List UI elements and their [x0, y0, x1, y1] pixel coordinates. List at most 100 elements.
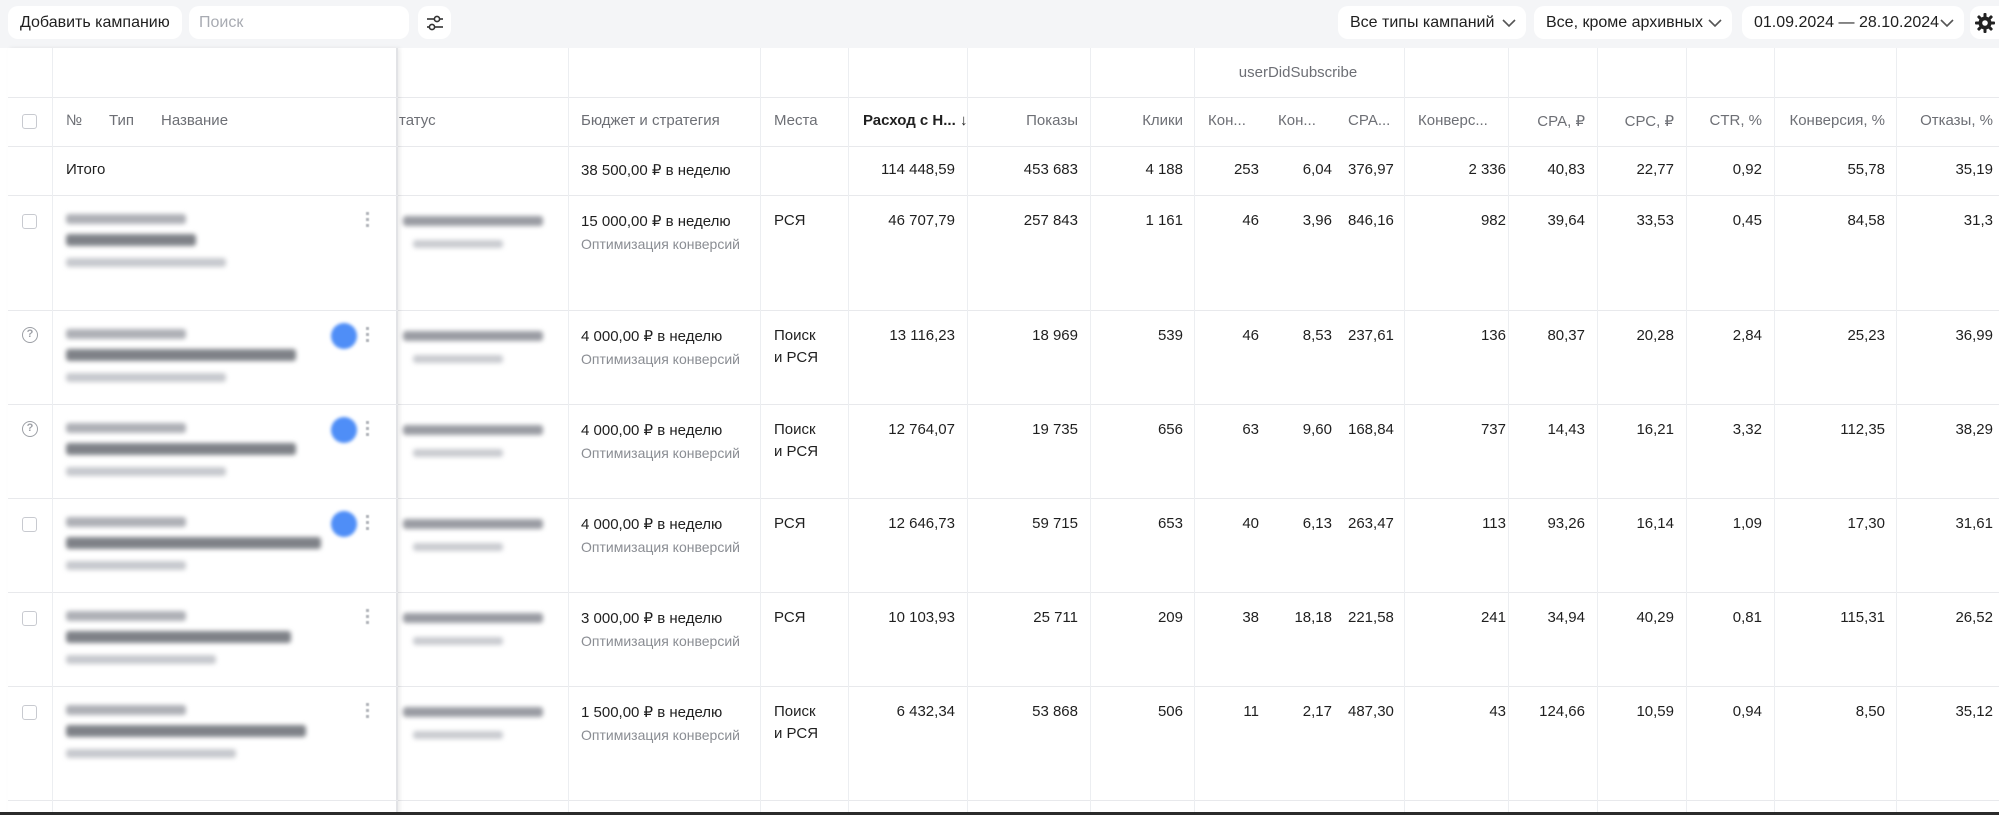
row-bounce: 35,12 [1955, 703, 1993, 720]
row-status-sub-blurred [413, 543, 503, 551]
row-checkbox[interactable] [22, 517, 37, 532]
question-icon[interactable]: ? [22, 327, 38, 343]
column-header-status[interactable]: татус [399, 112, 436, 129]
column-header-impressions[interactable]: Показы [1026, 112, 1078, 129]
date-range-select[interactable]: 01.09.2024 — 28.10.2024 [1742, 6, 1964, 39]
row-impressions: 18 969 [1032, 327, 1078, 344]
total-impressions: 453 683 [1023, 161, 1078, 178]
row-ctr: 3,32 [1732, 421, 1762, 438]
row-status-sub-blurred [413, 449, 503, 457]
row-conv2: 9,60 [1302, 421, 1332, 438]
question-icon[interactable]: ? [22, 421, 38, 437]
column-header-conversion-rate[interactable]: Конверсия, % [1789, 112, 1885, 129]
row-checkbox[interactable] [22, 611, 37, 626]
select-all-checkbox[interactable] [22, 114, 37, 129]
row-id-blurred [66, 329, 186, 339]
archive-filter-select[interactable]: Все, кроме архивных [1534, 6, 1732, 39]
row-status-sub-blurred [413, 731, 503, 739]
add-campaign-button[interactable]: Добавить кампанию [8, 6, 182, 39]
toolbar: Добавить кампанию Все типы кампаний Все,… [0, 0, 1999, 48]
row-cpa-goal: 487,30 [1348, 703, 1394, 720]
row-name-blurred[interactable] [66, 349, 296, 361]
campaign-type-label: Все типы кампаний [1350, 14, 1495, 31]
row-cpa-goal: 846,16 [1348, 212, 1394, 229]
row-bounce: 36,99 [1955, 327, 1993, 344]
column-header-conversions[interactable]: Кон... [1208, 112, 1246, 129]
column-header-bounce[interactable]: Отказы, % [1920, 112, 1993, 129]
search-input[interactable] [189, 6, 409, 39]
row-name-blurred[interactable] [66, 537, 321, 549]
column-header-conversion-rate-goal[interactable]: Кон... [1278, 112, 1316, 129]
row-ctr: 0,45 [1732, 212, 1762, 229]
row-cpa-goal: 221,58 [1348, 609, 1394, 626]
column-header-spend[interactable]: Расход с Н... ↓ [863, 112, 967, 129]
row-cpa-goal: 263,47 [1348, 515, 1394, 532]
column-header-number[interactable]: № [66, 112, 83, 129]
row-places: РСЯ [774, 515, 806, 532]
row-meta-blurred [66, 258, 226, 267]
row-id-blurred [66, 705, 186, 715]
row-bounce: 31,3 [1963, 212, 1993, 229]
row-cpa-goal: 237,61 [1348, 327, 1394, 344]
settings-button[interactable] [1970, 6, 1999, 39]
total-conv-rate: 55,78 [1847, 161, 1885, 178]
column-header-budget[interactable]: Бюджет и стратегия [581, 112, 720, 129]
row-places: Поиск [774, 327, 816, 344]
row-spend: 46 707,79 [888, 212, 955, 229]
campaigns-table: userDidSubscribe татус Бюджет и стратеги… [8, 48, 1999, 815]
row-conv1: 46 [1242, 327, 1259, 344]
row-strategy: Оптимизация конверсий [581, 633, 740, 649]
autotargeting-badge-icon [331, 323, 357, 349]
row-strategy: Оптимизация конверсий [581, 539, 740, 555]
row-menu-icon[interactable] [366, 609, 369, 627]
row-budget: 3 000,00 ₽ в неделю [581, 610, 723, 627]
row-menu-icon[interactable] [366, 212, 369, 230]
row-conv-goal: 982 [1480, 212, 1506, 229]
row-places: РСЯ [774, 212, 806, 229]
autotargeting-badge-icon [331, 417, 357, 443]
filter-button[interactable] [418, 6, 451, 39]
row-checkbox[interactable] [22, 705, 37, 720]
row-name-blurred[interactable] [66, 725, 306, 737]
column-header-cpa-goal[interactable]: СРА... [1348, 112, 1391, 129]
row-meta-blurred [66, 467, 226, 476]
row-name-blurred[interactable] [66, 443, 296, 455]
column-header-name[interactable]: Название [161, 112, 229, 129]
column-header-cpc[interactable]: СРС, ₽ [1624, 113, 1674, 130]
column-header-ctr[interactable]: CTR, % [1709, 112, 1763, 129]
row-menu-icon[interactable] [366, 703, 369, 721]
row-strategy: Оптимизация конверсий [581, 351, 740, 367]
row-bounce: 38,29 [1955, 421, 1993, 438]
row-status-blurred [403, 707, 543, 717]
row-menu-icon[interactable] [366, 421, 369, 439]
column-header-clicks[interactable]: Клики [1142, 112, 1183, 129]
total-clicks: 4 188 [1145, 161, 1183, 178]
column-header-type[interactable]: Тип [109, 112, 135, 129]
row-checkbox[interactable] [22, 214, 37, 229]
column-header-places[interactable]: Места [774, 112, 818, 129]
row-budget: 15 000,00 ₽ в неделю [581, 213, 731, 230]
row-conv-goal: 136 [1480, 327, 1506, 344]
row-menu-icon[interactable] [366, 515, 369, 533]
row-cpa: 80,37 [1547, 327, 1585, 344]
row-id-blurred [66, 611, 186, 621]
row-menu-icon[interactable] [366, 327, 369, 345]
autotargeting-badge-icon [331, 511, 357, 537]
row-name-blurred[interactable] [66, 631, 291, 643]
campaign-type-select[interactable]: Все типы кампаний [1338, 6, 1526, 39]
total-bounce: 35,19 [1955, 161, 1993, 178]
row-conv2: 2,17 [1302, 703, 1332, 720]
row-conv1: 63 [1242, 421, 1259, 438]
row-conv-rate: 84,58 [1847, 212, 1885, 229]
column-header-cpa[interactable]: СРА, ₽ [1537, 113, 1585, 130]
screen-bottom-edge [0, 812, 1999, 815]
total-cpa-goal: 376,97 [1348, 161, 1394, 178]
column-header-conversions-goal[interactable]: Конверс... [1418, 112, 1488, 129]
row-name-blurred[interactable] [66, 234, 196, 246]
row-conv-goal: 113 [1482, 515, 1506, 532]
chevron-down-icon [1940, 6, 1954, 39]
row-cpa: 34,94 [1547, 609, 1585, 626]
row-cpa: 93,26 [1547, 515, 1585, 532]
total-cpc: 22,77 [1636, 161, 1674, 178]
row-cpa: 39,64 [1547, 212, 1585, 229]
